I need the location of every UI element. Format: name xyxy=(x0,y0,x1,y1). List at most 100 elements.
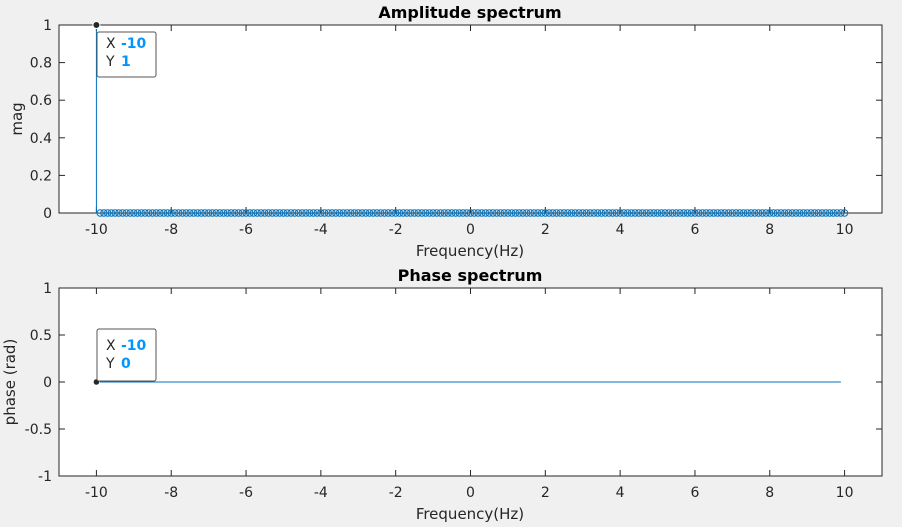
stem-marker xyxy=(492,209,501,217)
phase-datatip-y-label: Y xyxy=(105,356,115,372)
stem-marker xyxy=(504,209,512,217)
stem-marker xyxy=(182,209,190,217)
stem-marker xyxy=(500,209,508,217)
amplitude-datatip-y-value: 1 xyxy=(121,54,131,70)
stem-marker xyxy=(564,209,572,217)
amplitude-y-tick-label: 1 xyxy=(43,18,52,34)
amplitude-datatip[interactable]: X -10 Y 1 xyxy=(96,31,157,78)
stem-marker xyxy=(156,209,164,217)
stem-marker xyxy=(478,209,486,217)
stem-marker xyxy=(96,209,104,217)
stem-marker xyxy=(822,209,830,217)
stem-marker xyxy=(769,209,778,217)
phase-x-tick-label: 6 xyxy=(690,485,699,501)
stem-marker xyxy=(339,209,348,217)
phase-x-label: Frequency(Hz) xyxy=(416,505,524,523)
stem-marker xyxy=(103,209,112,217)
stem-marker xyxy=(358,209,366,217)
stem-marker xyxy=(111,209,119,217)
amplitude-y-tick-label: 0.8 xyxy=(30,56,52,72)
stem-marker xyxy=(298,209,306,217)
amplitude-x-tick-label: -10 xyxy=(85,222,108,238)
stem-marker xyxy=(290,209,299,217)
stem-marker xyxy=(234,209,243,217)
amplitude-x-tick-label: 6 xyxy=(690,222,699,238)
stem-marker xyxy=(796,209,804,217)
stem-marker xyxy=(784,209,793,217)
stem-marker xyxy=(754,209,763,217)
stem-marker xyxy=(189,209,198,217)
stem-marker xyxy=(485,209,493,217)
stem-marker xyxy=(766,209,774,217)
stem-marker xyxy=(223,209,232,217)
stem-marker xyxy=(601,209,609,217)
stem-marker xyxy=(511,209,520,217)
stem-marker xyxy=(799,209,808,217)
phase-y-tick-label: -0.5 xyxy=(25,422,52,438)
stem-marker xyxy=(287,209,295,217)
stem-marker xyxy=(414,209,422,217)
phase-x-ticks: -10 -8 -6 -4 -2 0 2 4 6 8 10 xyxy=(85,288,854,501)
phase-datatip-x-value: -10 xyxy=(121,338,147,354)
phase-x-tick-label: -8 xyxy=(164,485,178,501)
stem-marker xyxy=(571,209,579,217)
amplitude-datatip-marker[interactable] xyxy=(92,21,101,29)
amplitude-axes: Amplitude spectrum Frequency(Hz) mag -10… xyxy=(8,3,883,260)
phase-axes: Phase spectrum Frequency(Hz) phase (rad)… xyxy=(1,266,883,523)
stem-marker xyxy=(709,209,718,217)
stem-marker xyxy=(126,209,134,217)
stem-marker xyxy=(616,209,624,217)
stem-marker xyxy=(702,209,710,217)
stem-marker xyxy=(152,209,160,217)
stem-marker xyxy=(818,209,826,217)
stem-marker xyxy=(840,209,849,217)
stem-marker xyxy=(683,209,692,217)
stem-marker xyxy=(526,209,535,217)
stem-marker xyxy=(141,209,149,217)
stem-marker xyxy=(324,209,333,217)
stem-marker xyxy=(253,209,261,217)
stem-marker xyxy=(246,209,254,217)
stem-marker xyxy=(268,209,276,217)
stem-marker xyxy=(264,209,273,217)
amplitude-y-tick-label: 0.2 xyxy=(30,168,52,184)
stem-marker xyxy=(773,209,781,217)
stem-marker xyxy=(694,209,703,217)
amplitude-x-tick-label: -4 xyxy=(314,222,328,238)
stem-marker xyxy=(444,209,452,217)
phase-datatip[interactable]: X -10 Y 0 xyxy=(96,328,157,382)
stem-marker xyxy=(470,209,478,217)
stem-marker xyxy=(781,209,789,217)
amplitude-y-tick-label: 0.4 xyxy=(30,131,52,147)
stem-marker xyxy=(541,209,550,217)
amplitude-x-tick-label: -2 xyxy=(389,222,403,238)
phase-x-tick-label: 8 xyxy=(765,485,774,501)
stem-marker xyxy=(687,209,695,217)
stem-marker xyxy=(133,209,142,217)
phase-title: Phase spectrum xyxy=(398,266,543,285)
stem-marker xyxy=(590,209,598,217)
stem-marker xyxy=(825,209,834,217)
stem-marker xyxy=(534,209,542,217)
stem-marker xyxy=(665,209,673,217)
stem-marker xyxy=(728,209,737,217)
stem-marker xyxy=(294,209,303,217)
stem-marker xyxy=(556,209,564,217)
phase-y-tick-label: -1 xyxy=(38,469,52,485)
stem-marker xyxy=(519,209,527,217)
stem-marker xyxy=(362,209,370,217)
stem-marker xyxy=(204,209,213,217)
stem-marker xyxy=(650,209,658,217)
stem-marker xyxy=(418,209,426,217)
stem-marker xyxy=(100,209,108,217)
stem-marker xyxy=(661,209,669,217)
amplitude-datatip-x-value: -10 xyxy=(121,36,147,52)
stem-marker xyxy=(231,209,239,217)
stem-marker xyxy=(377,209,385,217)
phase-y-ticks: -1 -0.5 0 0.5 1 xyxy=(25,281,882,485)
stem-marker xyxy=(238,209,247,217)
phase-datatip-box xyxy=(96,328,157,382)
stem-marker xyxy=(395,209,404,217)
stem-marker xyxy=(406,209,415,217)
stem-marker xyxy=(115,209,123,217)
